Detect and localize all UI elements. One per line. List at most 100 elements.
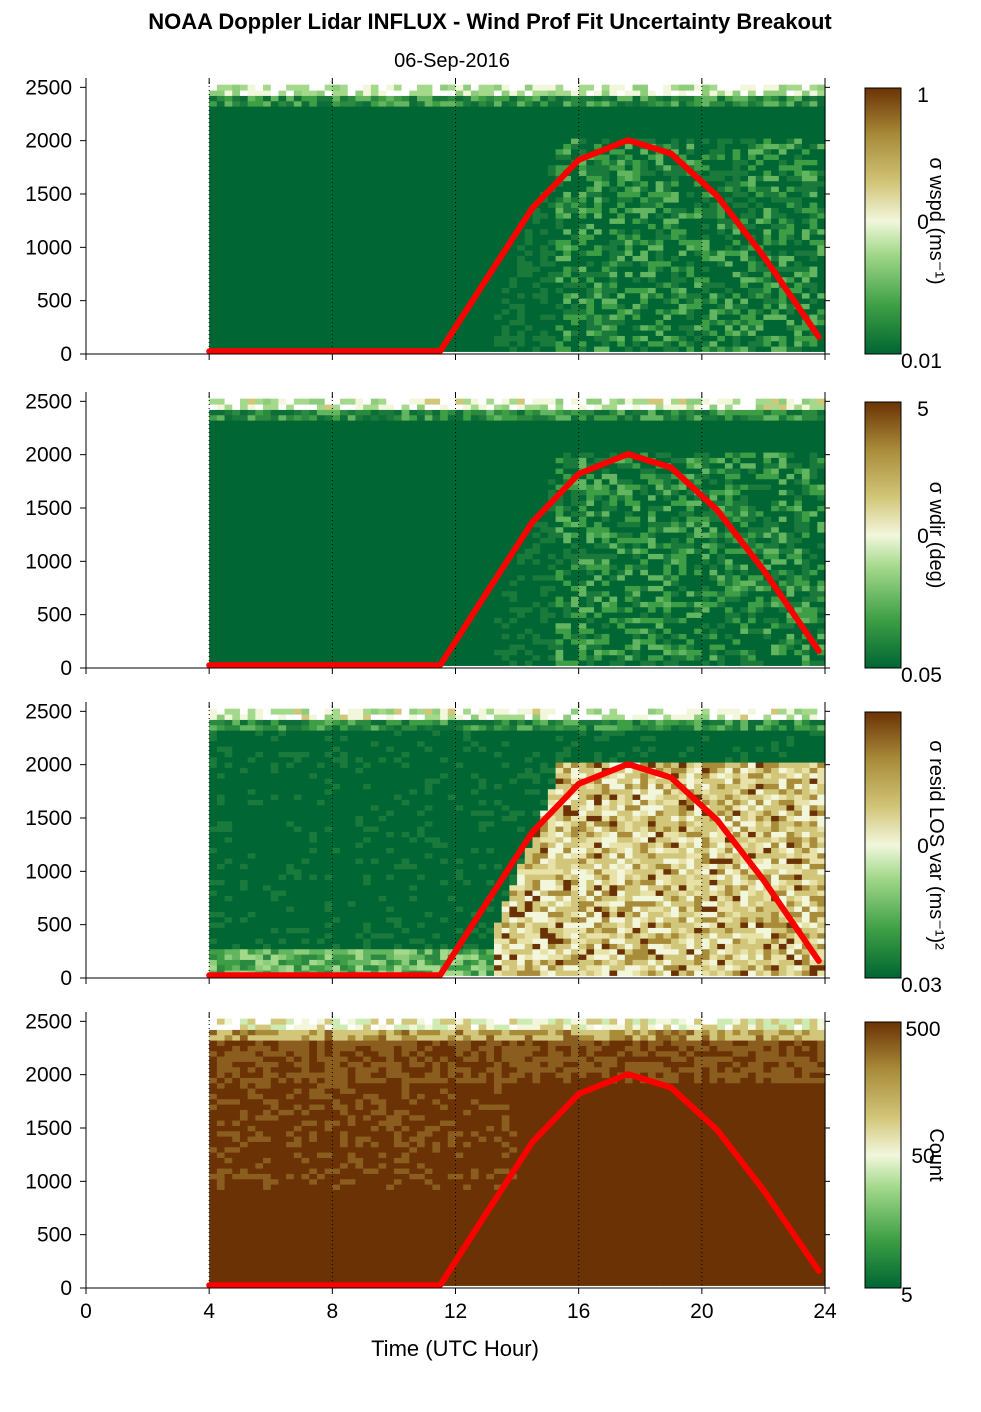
heatmap-cell bbox=[517, 116, 526, 123]
heatmap-cell bbox=[270, 425, 280, 432]
heatmap-cell bbox=[594, 271, 603, 278]
heatmap-cell bbox=[524, 170, 534, 176]
heatmap-cell bbox=[386, 340, 395, 347]
heatmap-cell bbox=[355, 314, 364, 320]
heatmap-cell bbox=[809, 244, 818, 251]
heatmap-cell bbox=[378, 335, 387, 342]
heatmap-cell bbox=[509, 255, 518, 262]
heatmap-cell bbox=[239, 441, 249, 448]
heatmap-cell bbox=[309, 569, 318, 576]
heatmap-cell bbox=[316, 617, 326, 624]
heatmap-cell bbox=[340, 84, 349, 91]
heatmap-cell bbox=[686, 218, 695, 224]
heatmap-cell bbox=[755, 212, 765, 219]
heatmap-cell bbox=[463, 298, 472, 304]
heatmap-cell bbox=[563, 319, 572, 326]
heatmap-cell bbox=[486, 308, 495, 315]
heatmap-cell bbox=[293, 548, 303, 554]
heatmap-cell bbox=[332, 303, 341, 310]
heatmap-cell bbox=[332, 319, 341, 326]
heatmap-cell bbox=[216, 335, 226, 342]
heatmap-cell bbox=[393, 111, 403, 118]
heatmap-cell bbox=[224, 159, 233, 166]
heatmap-cell bbox=[647, 154, 657, 160]
heatmap-cell bbox=[270, 468, 280, 474]
heatmap-cell bbox=[332, 521, 341, 528]
heatmap-cell bbox=[563, 282, 572, 288]
heatmap-cell bbox=[417, 95, 426, 102]
heatmap-cell bbox=[293, 111, 303, 118]
heatmap-cell bbox=[732, 111, 741, 118]
heatmap-cell bbox=[401, 90, 410, 96]
heatmap-cell bbox=[301, 489, 310, 496]
heatmap-cell bbox=[740, 164, 749, 171]
heatmap-cell bbox=[332, 180, 341, 187]
heatmap-cell bbox=[309, 260, 318, 267]
heatmap-cell bbox=[763, 228, 772, 235]
heatmap-cell bbox=[355, 234, 364, 240]
heatmap-cell bbox=[309, 580, 318, 586]
heatmap-cell bbox=[393, 186, 403, 192]
heatmap-cell bbox=[324, 633, 333, 640]
heatmap-cell bbox=[293, 223, 303, 230]
heatmap-cell bbox=[763, 159, 772, 166]
heatmap-cell bbox=[524, 186, 534, 192]
heatmap-cell bbox=[509, 212, 518, 219]
heatmap-cell bbox=[363, 271, 372, 278]
heatmap-cell bbox=[224, 494, 233, 501]
heatmap-cell bbox=[817, 111, 826, 118]
heatmap-cell bbox=[624, 111, 634, 118]
heatmap-cell bbox=[663, 308, 672, 315]
heatmap-cell bbox=[309, 622, 318, 629]
heatmap-cell bbox=[332, 638, 341, 645]
heatmap-cell bbox=[417, 335, 426, 342]
heatmap-cell bbox=[694, 340, 703, 347]
heatmap-cell bbox=[278, 633, 287, 640]
heatmap-cell bbox=[709, 239, 718, 246]
heatmap-cell bbox=[278, 196, 287, 203]
heatmap-cell bbox=[401, 234, 410, 240]
heatmap-cell bbox=[609, 340, 618, 347]
heatmap-cell bbox=[417, 250, 426, 256]
heatmap-cell bbox=[778, 244, 788, 251]
heatmap-cell bbox=[594, 122, 603, 128]
heatmap-cell bbox=[517, 180, 526, 187]
heatmap-cell bbox=[232, 409, 241, 416]
heatmap-cell bbox=[224, 202, 233, 208]
heatmap-cell bbox=[216, 223, 226, 230]
heatmap-cell bbox=[393, 106, 403, 112]
heatmap-cell bbox=[771, 282, 780, 288]
heatmap-cell bbox=[570, 298, 580, 304]
heatmap-cell bbox=[355, 186, 364, 192]
heatmap-cell bbox=[347, 526, 357, 533]
heatmap-cell bbox=[393, 228, 403, 235]
heatmap-cell bbox=[293, 537, 303, 544]
heatmap-cell bbox=[417, 234, 426, 240]
heatmap-cell bbox=[386, 250, 395, 256]
heatmap-cell bbox=[239, 111, 249, 118]
heatmap-cell bbox=[432, 340, 441, 347]
heatmap-cell bbox=[417, 127, 426, 134]
heatmap-cell bbox=[324, 330, 333, 336]
heatmap-cell bbox=[686, 234, 695, 240]
heatmap-cell bbox=[740, 218, 749, 224]
heatmap-cell bbox=[671, 218, 680, 224]
heatmap-cell bbox=[801, 138, 811, 144]
heatmap-cell bbox=[701, 335, 711, 342]
heatmap-cell bbox=[794, 100, 803, 107]
heatmap-cell bbox=[563, 154, 572, 160]
heatmap-cell bbox=[740, 276, 749, 283]
heatmap-cell bbox=[424, 127, 434, 134]
heatmap-cell bbox=[709, 340, 718, 347]
heatmap-cell bbox=[378, 276, 387, 283]
heatmap-cell bbox=[401, 154, 410, 160]
heatmap-cell bbox=[316, 622, 326, 629]
heatmap-cell bbox=[270, 569, 280, 576]
heatmap-cell bbox=[232, 484, 241, 490]
heatmap-cell bbox=[524, 303, 534, 310]
heatmap-cell bbox=[801, 282, 811, 288]
heatmap-cell bbox=[293, 404, 303, 410]
heatmap-cell bbox=[540, 244, 549, 251]
heatmap-cell bbox=[501, 127, 510, 134]
heatmap-cell bbox=[647, 132, 657, 139]
